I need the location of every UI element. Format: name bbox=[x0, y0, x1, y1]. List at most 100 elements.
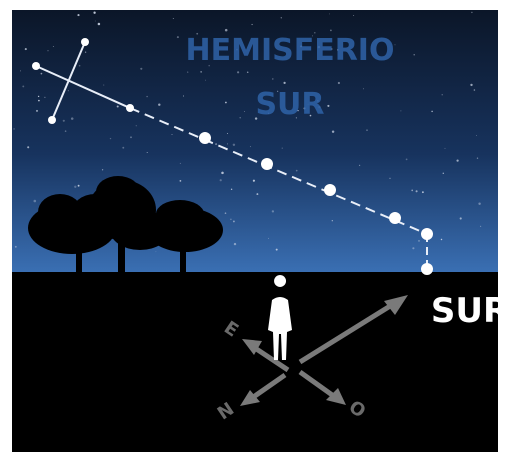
star bbox=[297, 109, 299, 112]
star bbox=[275, 248, 278, 251]
star bbox=[249, 146, 251, 148]
star bbox=[411, 189, 414, 192]
star bbox=[64, 130, 67, 132]
star bbox=[280, 17, 282, 19]
star bbox=[353, 14, 355, 17]
star bbox=[337, 81, 341, 85]
star bbox=[40, 72, 43, 75]
star bbox=[230, 218, 232, 221]
star bbox=[158, 103, 161, 106]
star bbox=[22, 85, 25, 88]
star bbox=[130, 136, 132, 139]
star bbox=[196, 32, 199, 35]
star bbox=[478, 202, 481, 205]
star bbox=[47, 50, 49, 52]
star bbox=[176, 36, 179, 39]
star bbox=[421, 191, 424, 194]
star bbox=[246, 71, 249, 73]
star bbox=[77, 14, 80, 17]
star bbox=[101, 169, 104, 171]
star bbox=[281, 147, 283, 149]
star bbox=[400, 110, 402, 112]
star bbox=[208, 64, 210, 67]
star bbox=[317, 45, 321, 49]
star bbox=[479, 225, 482, 228]
star bbox=[362, 88, 364, 90]
star bbox=[97, 22, 101, 26]
star bbox=[24, 48, 27, 51]
star bbox=[187, 71, 189, 73]
star bbox=[171, 134, 173, 135]
star bbox=[442, 172, 445, 175]
star bbox=[327, 104, 330, 107]
star bbox=[205, 79, 207, 81]
star bbox=[19, 70, 22, 72]
star bbox=[470, 83, 473, 87]
trees bbox=[28, 176, 223, 274]
star bbox=[389, 177, 391, 179]
person bbox=[268, 275, 292, 360]
star bbox=[224, 28, 228, 32]
compass bbox=[240, 295, 408, 406]
star bbox=[418, 240, 420, 242]
star bbox=[431, 110, 433, 113]
star bbox=[78, 64, 81, 67]
star bbox=[62, 119, 65, 122]
star bbox=[27, 146, 30, 149]
star bbox=[459, 217, 462, 220]
star bbox=[225, 101, 227, 104]
star bbox=[93, 11, 96, 14]
star bbox=[254, 117, 258, 120]
star bbox=[44, 96, 46, 99]
star bbox=[256, 193, 259, 196]
star bbox=[227, 133, 229, 134]
star bbox=[140, 67, 143, 70]
star bbox=[303, 107, 306, 110]
star bbox=[331, 220, 333, 222]
star bbox=[331, 130, 335, 133]
star bbox=[232, 143, 236, 147]
star bbox=[243, 111, 245, 112]
star bbox=[272, 78, 274, 80]
star bbox=[221, 171, 224, 175]
star bbox=[314, 31, 316, 34]
star bbox=[13, 128, 15, 130]
star bbox=[318, 105, 321, 109]
star bbox=[179, 180, 182, 182]
star bbox=[268, 112, 270, 114]
star bbox=[309, 114, 312, 117]
star bbox=[300, 45, 303, 48]
star bbox=[38, 99, 40, 102]
star bbox=[283, 81, 286, 85]
star bbox=[413, 54, 415, 56]
star bbox=[33, 199, 37, 203]
title-line2: SUR bbox=[255, 87, 324, 122]
cross-stars bbox=[32, 38, 433, 275]
star bbox=[337, 49, 339, 51]
star bbox=[295, 169, 298, 172]
star bbox=[70, 117, 74, 120]
star bbox=[251, 23, 253, 26]
star bbox=[135, 125, 137, 127]
star bbox=[179, 162, 181, 164]
star bbox=[227, 143, 229, 145]
star bbox=[122, 146, 125, 149]
star bbox=[233, 242, 237, 246]
star bbox=[236, 48, 238, 51]
star bbox=[146, 95, 148, 98]
star bbox=[444, 147, 446, 149]
star bbox=[473, 89, 476, 91]
star bbox=[239, 117, 241, 119]
star bbox=[172, 18, 174, 20]
star bbox=[183, 95, 184, 97]
star bbox=[456, 159, 459, 162]
star bbox=[84, 51, 87, 53]
star bbox=[317, 100, 319, 102]
star bbox=[366, 129, 368, 131]
star bbox=[77, 184, 80, 187]
star bbox=[277, 90, 279, 92]
title-line1: HEMISFERIO bbox=[186, 33, 395, 68]
star bbox=[67, 90, 69, 92]
